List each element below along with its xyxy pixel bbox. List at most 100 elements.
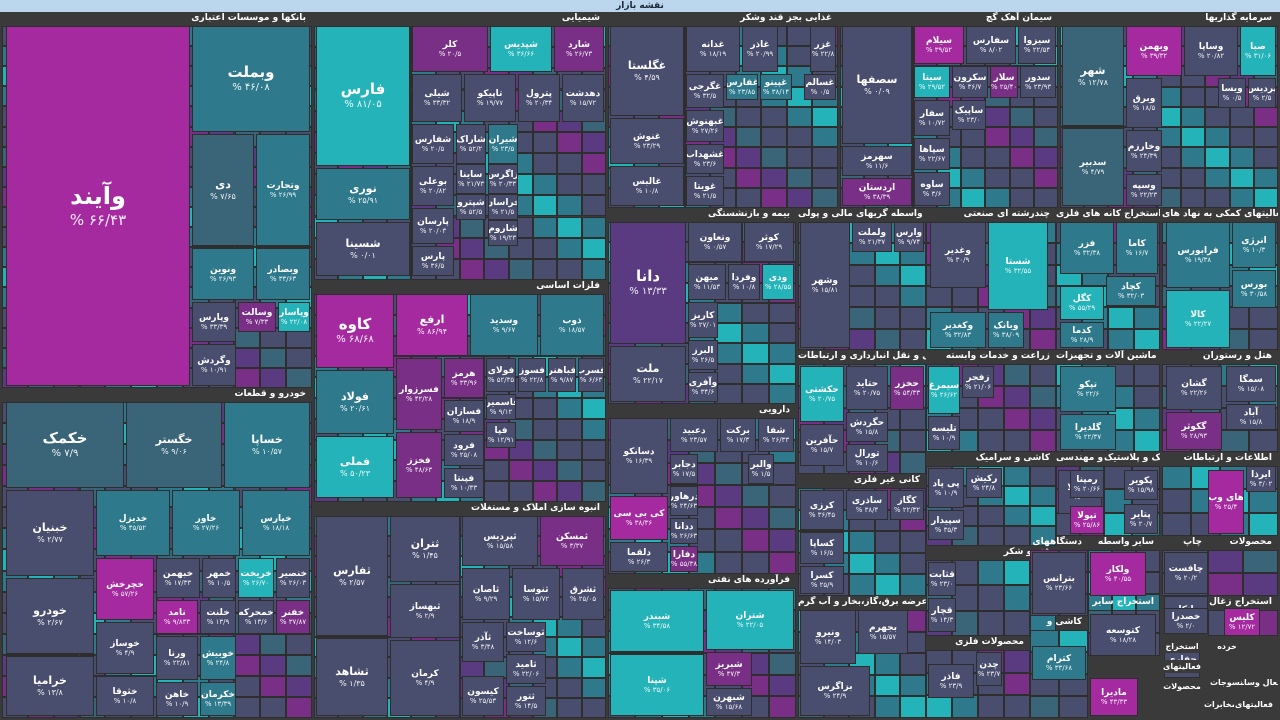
stock-tile[interactable]: کسرا% ۲۵/۹ bbox=[800, 566, 844, 594]
stock-tile[interactable]: ثمسکن% ۳/۳۷ bbox=[540, 516, 604, 566]
stock-tile[interactable]: دی% ۷/۶۵ bbox=[192, 134, 254, 246]
stock-tile[interactable]: بورس% ۳۰/۵۸ bbox=[1232, 270, 1276, 308]
stock-tile[interactable]: کیسون% ۲۵/۵۳ bbox=[462, 676, 504, 716]
stock-tile[interactable]: سیلام% ۳۹/۵۲ bbox=[914, 26, 964, 64]
stock-tile[interactable]: دجابر% ۱۷/۵ bbox=[670, 454, 698, 484]
stock-tile[interactable]: غدانه% ۱۸/۱۹ bbox=[686, 26, 740, 72]
stock-tile[interactable]: خکمک% ۷/۹ bbox=[6, 402, 124, 488]
stock-tile[interactable]: کتوسعه% ۱۸/۲۸ bbox=[1090, 614, 1156, 656]
stock-tile[interactable]: های وب% ۲۵/۴ bbox=[1208, 470, 1244, 534]
stock-tile[interactable]: غگرجی% ۳۲/۵ bbox=[686, 74, 724, 108]
stock-tile[interactable]: فخزز% ۴۸/۶۳ bbox=[396, 432, 442, 498]
stock-tile[interactable]: فرابورس% ۱۹/۳۸ bbox=[1166, 222, 1230, 288]
stock-tile[interactable]: هرمز% ۳۳/۹۶ bbox=[444, 358, 484, 398]
stock-tile[interactable]: ملت% ۲۲/۱۷ bbox=[610, 346, 686, 402]
stock-tile[interactable]: شیلی% ۳۳/۳۲ bbox=[412, 74, 462, 122]
stock-tile[interactable]: خلنت% ۱۳/۹ bbox=[200, 600, 236, 634]
stock-tile[interactable]: فولای% ۵۲/۳۵ bbox=[486, 358, 516, 392]
stock-tile[interactable]: فرود% ۲۵/۰۸ bbox=[444, 434, 484, 466]
stock-tile[interactable]: بزاگرس% ۲۴/۹ bbox=[800, 666, 870, 716]
stock-tile[interactable]: ویسا% ۰/۵ bbox=[1218, 78, 1246, 108]
stock-tile[interactable]: سیزوا% ۲۲/۵۴ bbox=[1018, 26, 1056, 64]
stock-tile[interactable]: خچرخش% ۵۷/۲۶ bbox=[96, 558, 154, 620]
stock-tile[interactable]: خودرو% ۲/۶۷ bbox=[6, 578, 94, 654]
stock-tile[interactable]: دهدشت% ۱۵/۷۲ bbox=[562, 74, 604, 122]
stock-tile[interactable]: دسانکو% ۱۶/۳۹ bbox=[610, 418, 668, 494]
stock-tile[interactable]: وگردش% ۱۰/۹۱ bbox=[192, 344, 236, 386]
stock-tile[interactable]: کالا% ۲۲/۲۷ bbox=[1166, 290, 1230, 348]
stock-tile[interactable]: گکوثر% ۲۸/۹۳ bbox=[1166, 412, 1222, 450]
stock-tile[interactable]: وبرق% ۱۸/۵ bbox=[1126, 78, 1162, 128]
stock-tile[interactable]: کاریز% ۲۷/۰۱ bbox=[688, 302, 718, 338]
stock-tile[interactable]: خدیزل% ۴۵/۵۲ bbox=[96, 490, 170, 556]
stock-tile[interactable]: ساوه% ۳/۶ bbox=[914, 172, 950, 206]
stock-tile[interactable]: سیمرغ% ۲۶/۶۲ bbox=[928, 366, 960, 414]
stock-tile[interactable]: فاذر% ۲۳/۹ bbox=[928, 664, 974, 698]
stock-tile[interactable]: قچار% ۱۴/۳ bbox=[928, 598, 956, 632]
stock-tile[interactable]: وبهمن% ۳۹/۳۲ bbox=[1126, 26, 1182, 76]
stock-tile[interactable]: انرژی% ۱۰/۳ bbox=[1232, 222, 1276, 268]
stock-tile[interactable]: پترول% ۲۰/۳۴ bbox=[518, 74, 560, 122]
stock-tile[interactable]: شبریز% ۳۷/۳ bbox=[706, 652, 752, 686]
stock-tile[interactable]: کچاد% ۳۲/۰۳ bbox=[1106, 276, 1156, 306]
stock-tile[interactable]: ثامید% ۲۲/۰۶ bbox=[506, 654, 546, 684]
stock-tile[interactable]: تپولا% ۲۵/۸۶ bbox=[1070, 506, 1104, 534]
stock-tile[interactable]: ولملت% ۲۱/۳۷ bbox=[852, 222, 892, 252]
stock-tile[interactable]: زفجر% ۲۱/۰۶ bbox=[962, 366, 994, 398]
stock-tile[interactable]: تپکو% ۲۲/۶ bbox=[1060, 366, 1116, 412]
stock-tile[interactable]: تاپیکو% ۱۹/۷۷ bbox=[464, 74, 516, 122]
stock-tile[interactable]: وآفری% ۳۴/۶ bbox=[688, 372, 718, 402]
stock-tile[interactable]: ثنوسا% ۱۵/۷۲ bbox=[512, 568, 560, 620]
stock-tile[interactable]: شتران% ۲۲/۰۵ bbox=[706, 590, 794, 650]
stock-tile[interactable]: ساپیک% ۲۳/۰ bbox=[952, 100, 986, 130]
stock-tile[interactable]: خوبیش% ۲۴/۸ bbox=[200, 636, 236, 680]
stock-tile[interactable]: کلر% ۲۰/۵ bbox=[412, 26, 488, 72]
stock-tile[interactable]: ثپردیس% ۱۵/۵۸ bbox=[462, 516, 538, 566]
stock-tile[interactable]: خراسان% ۲۱/۵ bbox=[488, 194, 518, 220]
stock-tile[interactable]: اردستان% ۳۸/۳۹ bbox=[842, 178, 912, 206]
stock-tile[interactable]: فسرب% ۶/۶۳ bbox=[578, 358, 604, 392]
stock-tile[interactable]: وارس% ۹/۷۴ bbox=[894, 222, 924, 252]
stock-tile[interactable]: کگاز% ۲۲/۳۲ bbox=[890, 490, 924, 520]
stock-tile[interactable]: سدبیر% ۴/۷۹ bbox=[1062, 128, 1124, 206]
stock-tile[interactable]: شبندر% ۳۴/۵۸ bbox=[610, 590, 704, 652]
stock-tile[interactable]: وساپا% ۲۰/۸۲ bbox=[1184, 26, 1238, 76]
stock-tile[interactable]: تلیسه% ۱۰/۹ bbox=[928, 416, 960, 450]
stock-tile[interactable]: دلقما% ۲۶/۳ bbox=[610, 542, 668, 572]
stock-tile[interactable]: خرامیا% ۱۳/۸ bbox=[6, 656, 94, 716]
stock-tile[interactable]: وبصادر% ۳۳/۶۳ bbox=[256, 248, 310, 300]
stock-tile[interactable]: بوعلی% ۲۰/۸۲ bbox=[412, 166, 454, 206]
stock-tile[interactable]: ددانا% ۲۶/۶۳ bbox=[670, 518, 698, 544]
stock-tile[interactable]: گشان% ۲۲/۲۶ bbox=[1166, 366, 1222, 410]
stock-tile[interactable]: حآفرین% ۱۵/۷ bbox=[800, 424, 844, 466]
stock-tile[interactable]: ركیش% ۲۴/۸ bbox=[966, 468, 1002, 498]
stock-tile[interactable]: قثابت% ۲۳/۰ bbox=[928, 562, 956, 596]
stock-tile[interactable]: خثوقا% ۱۰/۸ bbox=[96, 676, 154, 716]
stock-tile[interactable]: ثآذر% ۳/۴۸ bbox=[462, 622, 504, 662]
stock-tile[interactable]: سهرمز% ۱۱/۶ bbox=[842, 146, 912, 176]
stock-tile[interactable]: حکشتی% ۲۰/۷۵ bbox=[800, 366, 844, 422]
stock-tile[interactable]: رمپنا% ۲۰/۶۶ bbox=[1070, 470, 1104, 498]
stock-tile[interactable]: غپینو% ۳۸/۱۴ bbox=[760, 74, 792, 100]
stock-tile[interactable]: البرز% ۲۶/۵ bbox=[688, 340, 718, 370]
stock-tile[interactable]: ساینا% ۲۱/۷۳ bbox=[456, 164, 486, 194]
stock-tile[interactable]: ثتران% ۱/۴۵ bbox=[390, 516, 460, 582]
stock-tile[interactable]: فزر% ۳۲/۳۸ bbox=[1060, 222, 1114, 274]
stock-tile[interactable]: غالبس% ۱۰/۸ bbox=[610, 166, 684, 206]
stock-tile[interactable]: چدن% ۲۳/۷ bbox=[976, 652, 1002, 686]
stock-tile[interactable]: شپدیس% ۳۶/۶۶ bbox=[490, 26, 552, 72]
stock-tile[interactable]: دانا% ۱۳/۳۳ bbox=[610, 222, 686, 344]
stock-tile[interactable]: ثاصان% ۹/۲۹ bbox=[462, 568, 510, 620]
stock-tile[interactable]: ودی% ۲۸/۵۵ bbox=[762, 264, 794, 300]
stock-tile[interactable]: غشهداب% ۲۳/۶ bbox=[686, 144, 724, 174]
stock-tile[interactable]: غاذر% ۲۰/۹۹ bbox=[742, 26, 778, 72]
stock-tile[interactable]: فپا% ۱۲/۹۱ bbox=[486, 422, 516, 448]
stock-tile[interactable]: ثبهساز% ۲/۹ bbox=[390, 584, 460, 638]
stock-tile[interactable]: سفارس% ۸/۰۲ bbox=[966, 26, 1016, 64]
stock-tile[interactable]: کاوه% ۶۸/۶۸ bbox=[316, 294, 394, 368]
stock-tile[interactable]: فسازان% ۱۸/۹ bbox=[444, 400, 484, 432]
stock-tile[interactable]: کرزی% ۳۶/۴۵ bbox=[800, 490, 844, 530]
stock-tile[interactable]: دفارا% ۵۵/۳۸ bbox=[670, 546, 698, 572]
stock-tile[interactable]: والبر% ۱/۵ bbox=[748, 454, 774, 484]
stock-tile[interactable]: خاور% ۲۷/۲۶ bbox=[172, 490, 240, 556]
